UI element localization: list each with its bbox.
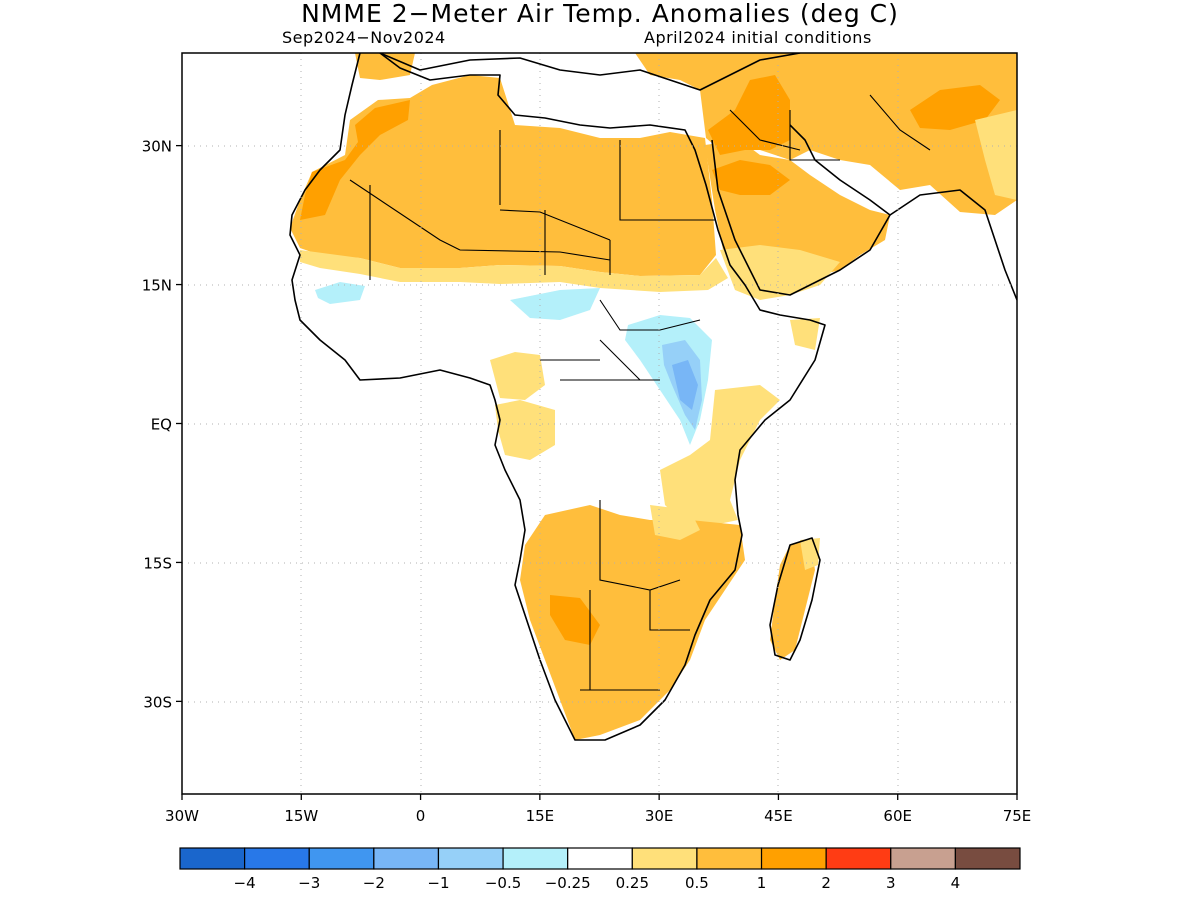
colorbar-swatch bbox=[244, 847, 310, 870]
x-tick-label: 60E bbox=[883, 807, 912, 825]
colorbar-swatch bbox=[890, 847, 956, 870]
europe-coastline bbox=[379, 53, 801, 91]
anomaly-region-madagascar bbox=[770, 540, 815, 660]
colorbar-swatch bbox=[567, 847, 633, 870]
y-tick-label: EQ bbox=[151, 416, 172, 434]
colorbar-label: 0.5 bbox=[685, 874, 709, 892]
anomaly-region-east-africa-yellow bbox=[660, 385, 780, 530]
y-tick-label: 30S bbox=[143, 693, 172, 711]
colorbar-swatch bbox=[308, 847, 375, 870]
anomaly-region-mena-orange-top bbox=[635, 53, 1017, 215]
anomaly-region-pakistan-yellow bbox=[975, 110, 1017, 200]
anomaly-region-morocco-orange bbox=[300, 100, 410, 220]
anomaly-region-gabon-yellow bbox=[495, 400, 555, 460]
season-label: Sep2024−Nov2024 bbox=[282, 28, 446, 47]
x-tick-label: 15W bbox=[284, 807, 318, 825]
africa-coastline bbox=[289, 53, 826, 741]
anomaly-region-iraq-orange bbox=[708, 75, 790, 155]
x-tick-label: 0 bbox=[416, 807, 426, 825]
x-axis: 30W 15W 0 15E 30E 45E 60E 75E bbox=[165, 794, 1031, 825]
colorbar-swatch bbox=[954, 847, 1021, 870]
colorbar: −4 −3 −2 −1 −0.5 −0.25 0.25 0.5 1 2 3 4 bbox=[179, 847, 1021, 892]
country-borders bbox=[349, 94, 931, 691]
colorbar-swatch bbox=[760, 847, 827, 870]
anomaly-region-arabia-orange bbox=[712, 160, 790, 195]
map-title: NMME 2−Meter Air Temp. Anomalies (deg C) bbox=[301, 0, 899, 28]
anomaly-region-uganda-blue bbox=[672, 360, 698, 410]
colorbar-label: −1 bbox=[427, 874, 449, 892]
asia-coastline bbox=[889, 189, 1017, 301]
colorbar-swatch bbox=[631, 847, 698, 870]
x-tick-label: 30W bbox=[165, 807, 199, 825]
colorbar-label: 3 bbox=[886, 874, 896, 892]
y-axis: 30N 15N EQ 15S 30S bbox=[142, 138, 182, 711]
colorbar-swatch bbox=[825, 847, 892, 870]
anomaly-region-arabia-yellow bbox=[720, 245, 840, 300]
colorbar-label: −4 bbox=[234, 874, 256, 892]
colorbar-label: 4 bbox=[951, 874, 961, 892]
y-tick-label: 30N bbox=[142, 138, 172, 156]
anomaly-region-southern-africa bbox=[520, 505, 745, 740]
colorbar-swatch bbox=[696, 847, 763, 870]
colorbar-label: 1 bbox=[757, 874, 767, 892]
x-tick-label: 45E bbox=[764, 807, 793, 825]
madagascar-coastline bbox=[769, 537, 821, 661]
colorbar-label: −0.5 bbox=[485, 874, 521, 892]
x-tick-label: 15E bbox=[526, 807, 555, 825]
x-tick-label: 30E bbox=[645, 807, 674, 825]
colorbar-label: 0.25 bbox=[616, 874, 649, 892]
anomaly-region-somalia-yellow bbox=[790, 318, 820, 350]
colorbar-swatch bbox=[373, 847, 440, 870]
map-area bbox=[182, 53, 1017, 794]
colorbar-swatch bbox=[437, 847, 504, 870]
anomaly-region-senegal-cool bbox=[315, 282, 365, 304]
colorbar-label: −2 bbox=[363, 874, 385, 892]
colorbar-label: −3 bbox=[298, 874, 320, 892]
x-tick-label: 75E bbox=[1003, 807, 1032, 825]
y-tick-label: 15N bbox=[142, 277, 172, 295]
y-tick-label: 15S bbox=[143, 554, 172, 572]
coastlines bbox=[289, 53, 1017, 741]
anomaly-region-north-coast bbox=[355, 53, 415, 80]
colorbar-swatch bbox=[502, 847, 569, 870]
colorbar-label: 2 bbox=[821, 874, 831, 892]
anomaly-region-iran-orange bbox=[910, 85, 1000, 130]
anomaly-region-nigeria-yellow bbox=[490, 352, 545, 400]
anomaly-region-mozambique-yellow bbox=[650, 505, 700, 540]
initial-conditions-label: April2024 initial conditions bbox=[644, 28, 872, 47]
colorbar-label: −0.25 bbox=[545, 874, 591, 892]
colorbar-swatch bbox=[179, 847, 246, 870]
anomaly-region-sahel-yellow bbox=[300, 250, 728, 292]
anomaly-region-namibia-orange bbox=[550, 595, 600, 645]
anomaly-region-niger-cool bbox=[510, 288, 600, 320]
anomaly-shading bbox=[290, 53, 1017, 740]
